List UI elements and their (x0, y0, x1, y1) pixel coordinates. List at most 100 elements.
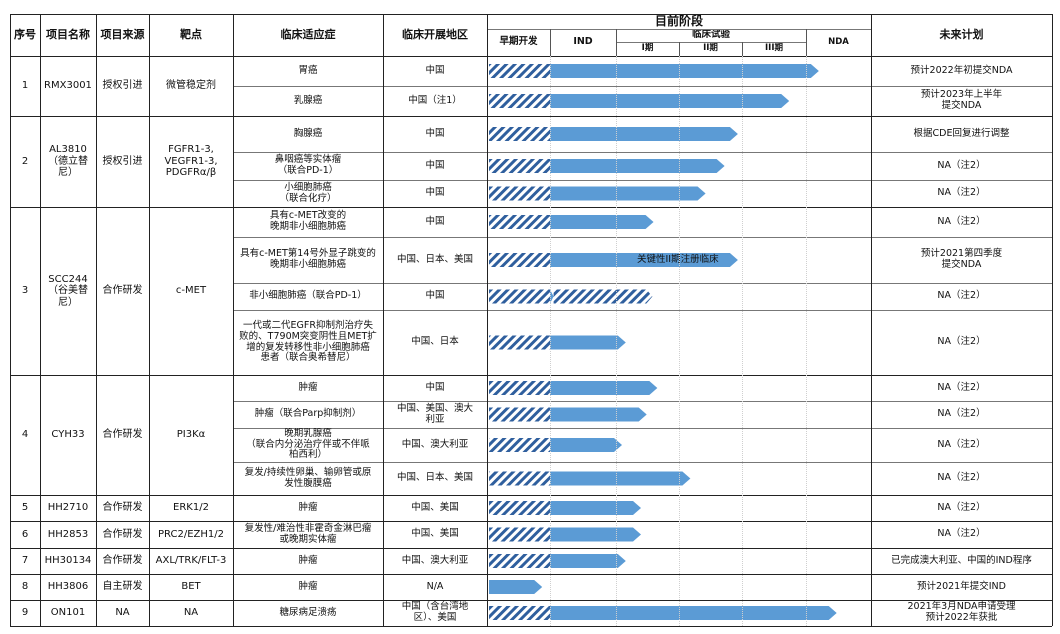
project-source: 授权引进 (102, 155, 143, 167)
header-phase3: III期 (765, 43, 783, 54)
indication-cell: 胃癌 (298, 64, 318, 76)
plan-cell: 已完成澳大利亚、中国的IND程序 (891, 554, 1032, 566)
project-source: 合作研发 (102, 429, 143, 441)
region-cell: 中国、日本、美国 (396, 253, 473, 265)
bar-hatched-segment (489, 289, 550, 304)
header-early: 早期开发 (499, 36, 538, 48)
column-divider (550, 29, 551, 56)
plan-cell: NA（注2） (937, 408, 986, 420)
project-name: HH2710 (47, 502, 89, 514)
bar-solid-segment (550, 501, 641, 515)
plan-cell: NA（注2） (937, 215, 986, 227)
project-name: HH30134 (44, 555, 92, 567)
bar-solid-segment (550, 64, 819, 78)
progress-bar (489, 127, 738, 141)
bar-hatched-segment (489, 471, 550, 486)
column-divider (233, 14, 234, 626)
bar-hatched-segment (489, 253, 550, 267)
progress-bar (489, 186, 706, 201)
row-divider (233, 310, 1052, 311)
bar-hatched-segment (489, 606, 550, 620)
progress-bar (489, 407, 647, 422)
progress-bar (489, 253, 738, 267)
stage-guide-line (806, 56, 807, 626)
column-divider (149, 14, 150, 626)
region-cell: 中国 (425, 215, 445, 227)
bar-annotation: 关键性II期注册临床 (637, 254, 719, 265)
bar-solid-segment (550, 471, 691, 486)
indication-cell: 肿瘤（联合Parp抑制剂） (254, 408, 362, 420)
stage-guide-line (742, 56, 743, 626)
bar-hatched-segment (489, 381, 550, 395)
region-cell: 中国（含台湾地 区）、美国 (401, 601, 469, 623)
row-divider (616, 42, 806, 43)
region-cell: 中国、美国 (411, 528, 459, 540)
project-source: 合作研发 (102, 502, 143, 514)
column-divider (383, 14, 384, 626)
bar-solid-segment (550, 554, 626, 568)
bar-hatched-segment (489, 215, 550, 229)
header-nda: NDA (828, 36, 849, 47)
project-source: 合作研发 (102, 528, 143, 540)
project-seq: 1 (21, 80, 29, 92)
progress-bar (489, 501, 641, 515)
project-name: HH2853 (47, 528, 89, 540)
bar-hatched-segment (489, 127, 550, 141)
project-source: 合作研发 (102, 285, 143, 297)
row-divider (233, 237, 1052, 238)
region-cell: 中国 (425, 290, 445, 302)
progress-bar (489, 335, 626, 350)
bar-solid-segment (550, 159, 725, 173)
bar-hatched-segment (489, 186, 550, 201)
progress-bar (489, 471, 691, 486)
indication-cell: 小细胞肺癌 （联合化疗） (279, 181, 337, 204)
bar-solid-segment (550, 94, 790, 108)
plan-cell: NA（注2） (937, 438, 986, 450)
indication-cell: 肿瘤 (298, 580, 318, 592)
column-divider (616, 29, 617, 56)
column-divider (679, 42, 680, 56)
column-divider (10, 14, 11, 626)
bar-hatched-segment (489, 407, 550, 422)
project-divider (10, 495, 1052, 496)
project-target: FGFR1-3, VEGFR1-3, PDGFRα/β (164, 144, 218, 179)
row-divider (233, 152, 1052, 153)
bar-solid-segment (550, 186, 706, 201)
progress-bar (489, 554, 626, 568)
project-divider (10, 626, 1052, 627)
row-divider (233, 86, 1052, 87)
stage-guide-line (550, 56, 551, 626)
indication-cell: 胸腺癌 (293, 127, 323, 139)
indication-cell: 乳腺癌 (293, 94, 323, 106)
bar-solid-segment (550, 438, 622, 452)
bar-extension-hatched (553, 289, 653, 304)
row-divider (233, 462, 1052, 463)
indication-cell: 具有c-MET第14号外显子跳变的 晚期非小细胞肺癌 (240, 248, 376, 270)
column-divider (40, 14, 41, 626)
column-divider (96, 14, 97, 626)
indication-cell: 复发性/难治性非霍奇金淋巴瘤 或晚期实体瘤 (244, 522, 372, 545)
column-divider (806, 29, 807, 56)
region-cell: 中国、日本、美国 (396, 472, 473, 484)
plan-cell: 2021年3月NDA申请受理 预计2022年获批 (907, 601, 1016, 623)
plan-cell: NA（注2） (937, 336, 986, 348)
progress-bar (489, 94, 790, 108)
region-cell: 中国、澳大利亚 (401, 554, 469, 566)
bar-hatched-segment (489, 335, 550, 350)
row-divider (233, 180, 1052, 181)
plan-cell: 预计2022年初提交NDA (910, 64, 1013, 76)
region-cell: 中国 (425, 64, 445, 76)
indication-cell: 肿瘤 (298, 501, 318, 513)
header-seq: 序号 (14, 27, 36, 41)
bar-solid-segment (550, 335, 626, 350)
progress-bar (489, 381, 658, 395)
bar-hatched-segment (489, 527, 550, 542)
project-source: 授权引进 (102, 80, 143, 92)
project-target: 微管稳定剂 (166, 80, 216, 92)
plan-cell: 预计2023年上半年 提交NDA (920, 89, 1003, 111)
project-name: ON101 (50, 607, 86, 619)
bar-hatched-segment (489, 438, 550, 452)
bar-solid-segment (550, 215, 654, 229)
project-target: c-MET (175, 285, 207, 297)
